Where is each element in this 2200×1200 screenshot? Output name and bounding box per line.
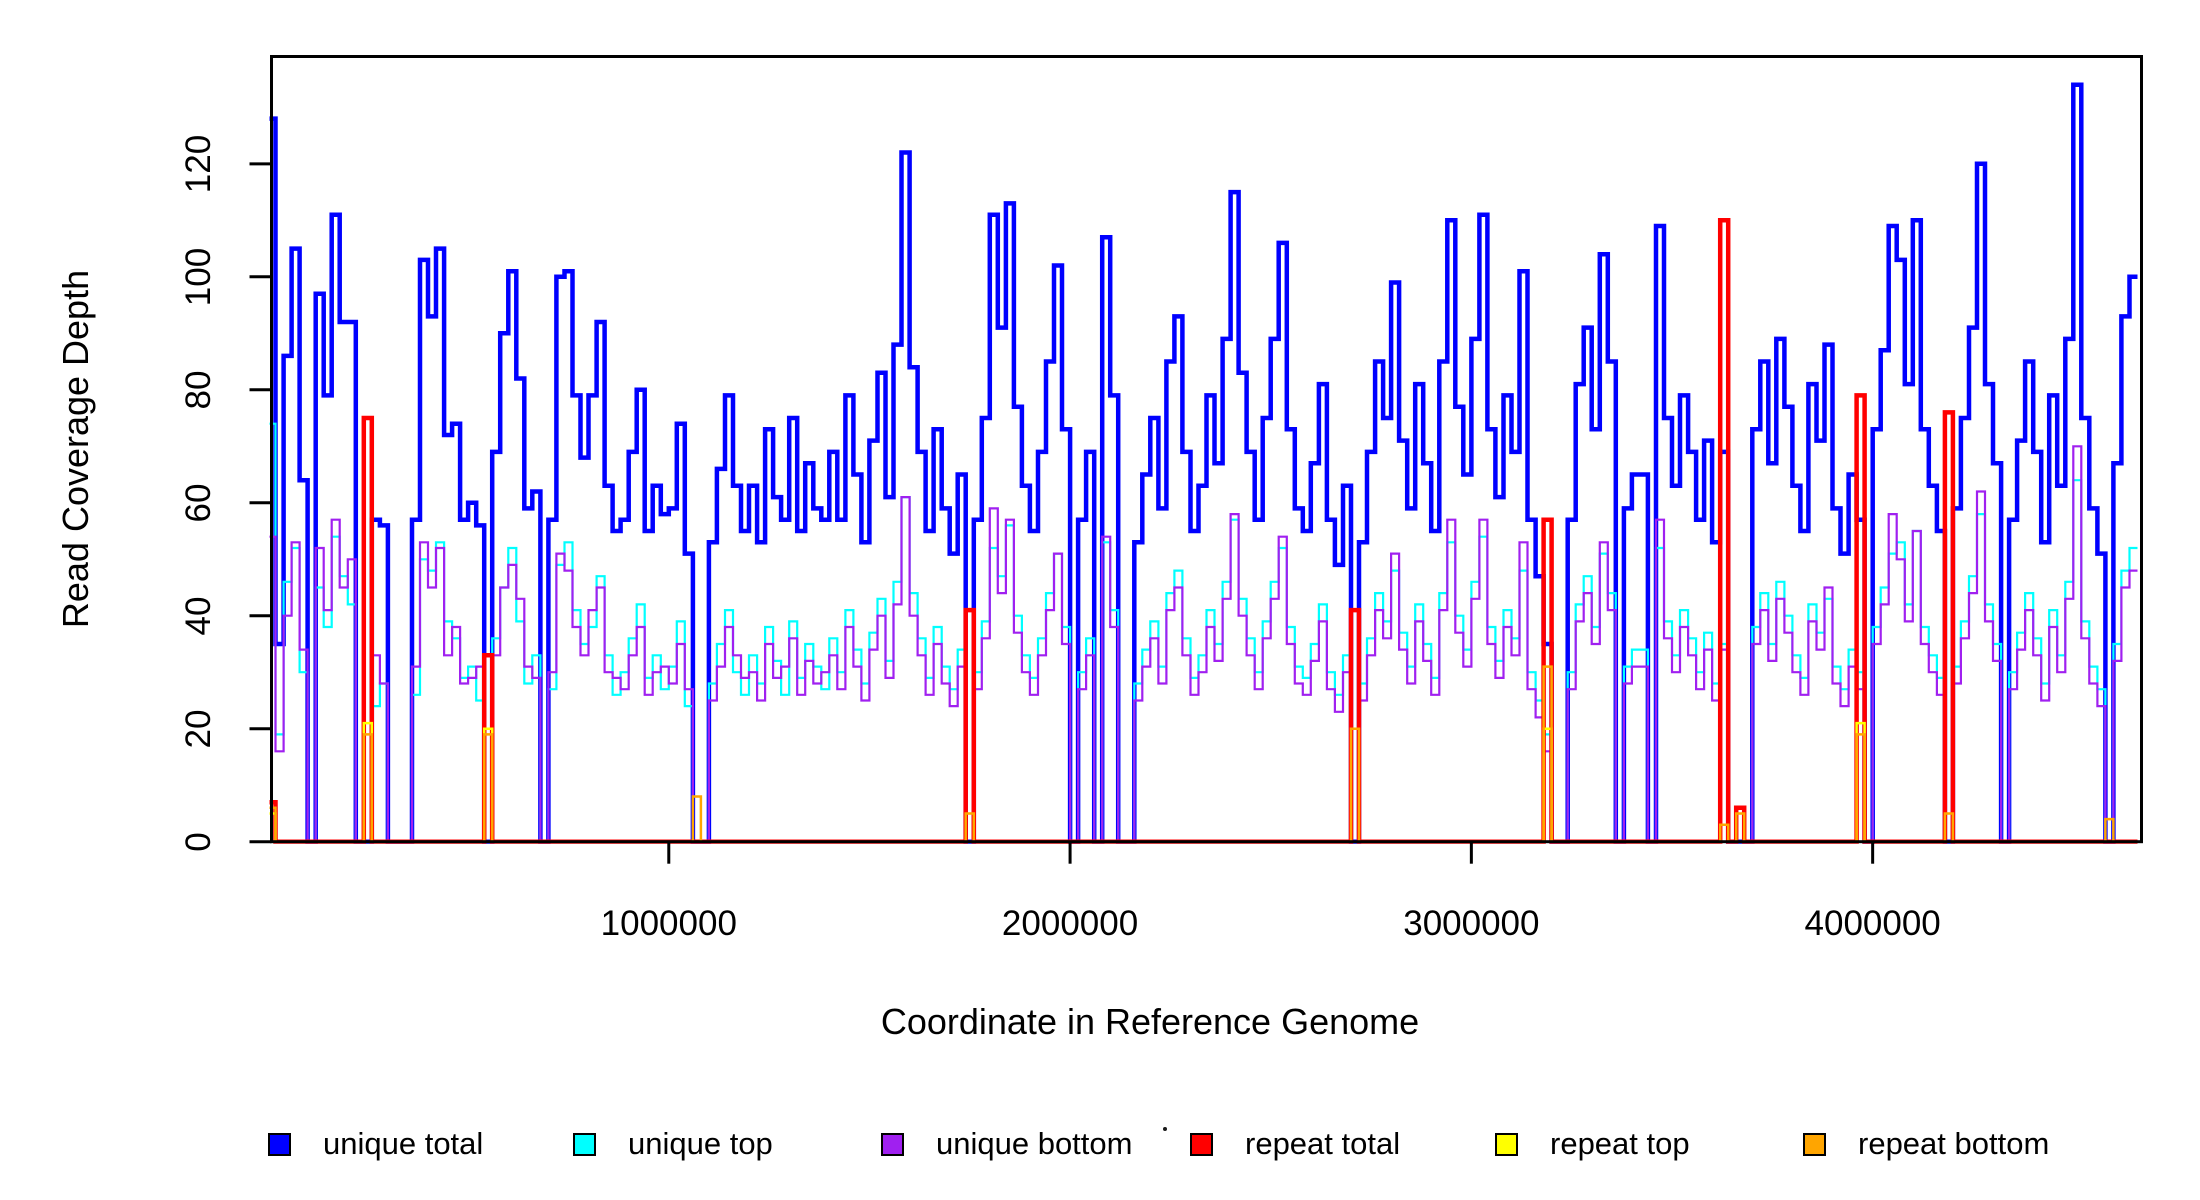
y-tick-label: 60	[179, 483, 218, 523]
unique-total-swatch-icon	[268, 1132, 291, 1156]
series-unique-total-line	[269, 82, 2138, 844]
unique-bottom-swatch-icon	[881, 1132, 904, 1156]
y-tick-label: 20	[179, 709, 218, 749]
y-tick-label: 80	[179, 370, 218, 410]
y-tick-label: 0	[179, 831, 218, 852]
x-tick-label: 1000000	[600, 904, 737, 943]
y-tick-label: 100	[179, 247, 218, 306]
legend-item-repeat-top: repeat top	[1495, 1126, 1690, 1161]
x-tick-label: 2000000	[1001, 904, 1139, 943]
plot-area	[269, 82, 2138, 844]
legend-label: unique top	[628, 1126, 773, 1161]
repeat-bottom-swatch-icon	[1803, 1132, 1826, 1156]
repeat-top-swatch-icon	[1495, 1132, 1518, 1156]
x-tick-label: 4000000	[1804, 904, 1941, 943]
y-tick-label: 120	[179, 134, 218, 194]
x-tick-label: 3000000	[1403, 904, 1540, 943]
y-tick-label: 40	[179, 596, 218, 636]
legend-item-unique-bottom: unique bottom	[881, 1126, 1133, 1161]
y-axis-title: Read Coverage Depth	[55, 269, 96, 629]
legend-label: repeat top	[1550, 1126, 1690, 1161]
legend-item-repeat-bottom: repeat bottom	[1803, 1126, 2050, 1161]
legend-item-repeat-total: repeat total	[1190, 1126, 1401, 1161]
legend-label: unique total	[323, 1126, 484, 1161]
legend-label: unique bottom	[936, 1126, 1133, 1161]
repeat-total-swatch-icon	[1190, 1132, 1213, 1156]
legend-item-unique-top: unique top	[573, 1126, 773, 1161]
x-axis-title: Coordinate in Reference Genome	[880, 1001, 1420, 1042]
series-unique-bottom-line	[269, 445, 2138, 843]
legend-label: repeat total	[1245, 1126, 1401, 1161]
plot-box	[270, 55, 2143, 844]
unique-top-swatch-icon	[573, 1132, 596, 1156]
legend: unique total unique top unique bottom re…	[0, 1126, 2200, 1161]
legend-item-unique-total: unique total	[268, 1126, 484, 1161]
legend-label: repeat bottom	[1858, 1126, 2050, 1161]
stray-dot-artifact	[1163, 1127, 1167, 1131]
